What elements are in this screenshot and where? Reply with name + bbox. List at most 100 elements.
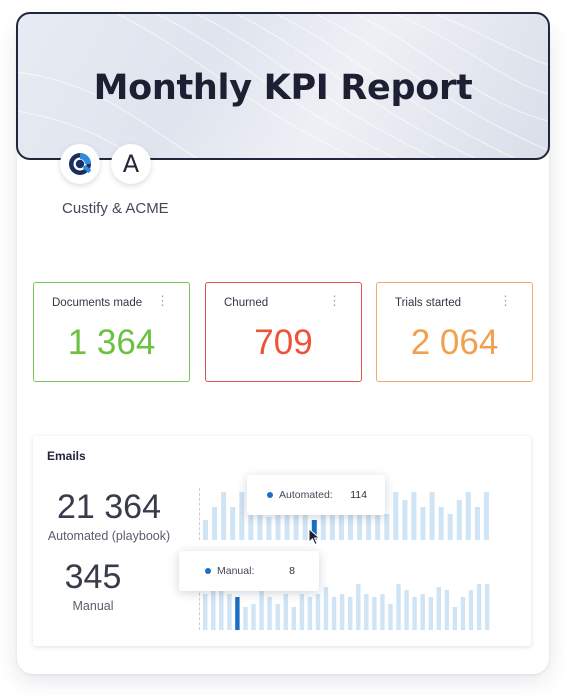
manual-bar[interactable] (339, 594, 345, 630)
manual-count: 345 (64, 558, 122, 596)
kpi-label: Documents made (52, 297, 143, 309)
automated-bar[interactable] (447, 514, 453, 540)
manual-bar[interactable] (307, 597, 313, 630)
mouse-cursor-icon (308, 528, 321, 546)
automated-bar[interactable] (348, 507, 353, 540)
automated-bar-chart (199, 488, 489, 540)
automated-bar[interactable] (293, 500, 299, 540)
series-dot-icon (267, 492, 273, 498)
manual-bar[interactable] (396, 584, 401, 630)
automated-bar[interactable] (465, 492, 471, 540)
manual-bar[interactable] (283, 594, 288, 630)
manual-bar[interactable] (219, 587, 224, 630)
manual-bar[interactable] (428, 597, 433, 630)
automated-bar[interactable] (429, 492, 435, 540)
manual-bar[interactable] (420, 594, 425, 630)
manual-bar[interactable] (323, 587, 329, 630)
manual-bar[interactable] (412, 597, 417, 630)
manual-bar[interactable] (404, 590, 409, 630)
automated-bar[interactable] (239, 492, 245, 540)
automated-tooltip: Automated: 114 (247, 475, 385, 515)
automated-bar[interactable] (411, 492, 417, 540)
automated-bars (203, 492, 489, 540)
kpi-card-documents: Documents made ⋮ 1 364 (33, 282, 190, 382)
kpi-value: 2 064 (410, 323, 499, 362)
manual-bar[interactable] (331, 597, 337, 630)
automated-bar[interactable] (275, 492, 281, 540)
partners-text: Custify & ACME (62, 200, 169, 217)
manual-bar[interactable] (251, 604, 256, 630)
automated-bar[interactable] (474, 507, 480, 540)
manual-bar[interactable] (203, 594, 208, 630)
manual-bar-chart (199, 578, 490, 630)
kpi-label: Churned (224, 297, 269, 309)
manual-bar[interactable] (484, 584, 490, 630)
automated-bar[interactable] (366, 507, 372, 540)
kpi-label: Trials started (395, 297, 462, 309)
automated-bar-highlighted[interactable] (311, 520, 317, 540)
automated-bar[interactable] (302, 514, 308, 540)
manual-bar[interactable] (388, 604, 393, 630)
report-title: Monthly KPI Report (93, 68, 473, 108)
automated-bar[interactable] (248, 507, 254, 540)
emails-title: Emails (47, 449, 86, 463)
automated-bar[interactable] (338, 492, 344, 540)
emails-card: Emails 21 364 Automated (playbook) 345 M… (33, 436, 531, 646)
automated-bar[interactable] (257, 492, 263, 540)
automated-bar[interactable] (230, 507, 236, 540)
more-menu-icon[interactable]: ⋮ (156, 293, 169, 308)
manual-bar[interactable] (372, 597, 377, 630)
manual-bar[interactable] (243, 607, 248, 630)
automated-bar[interactable] (420, 507, 426, 540)
automated-bar[interactable] (266, 517, 272, 540)
automated-bar[interactable] (212, 507, 218, 540)
manual-bar[interactable] (444, 590, 450, 630)
manual-bar[interactable] (348, 597, 353, 630)
chart-axis (199, 578, 200, 630)
automated-bar[interactable] (402, 500, 408, 540)
more-menu-icon[interactable]: ⋮ (499, 293, 512, 308)
kpi-card-churned: Churned ⋮ 709 (205, 282, 362, 382)
manual-bar-highlighted[interactable] (235, 597, 240, 630)
acme-logo-icon: A (111, 144, 151, 184)
manual-bar[interactable] (259, 582, 264, 630)
automated-bar[interactable] (284, 507, 290, 540)
manual-bar[interactable] (275, 604, 280, 630)
tooltip-label: Manual: (217, 565, 255, 577)
tooltip-value: 8 (289, 565, 295, 577)
automated-bar[interactable] (203, 520, 208, 540)
automated-bar[interactable] (357, 492, 363, 540)
manual-bar[interactable] (364, 594, 369, 630)
automated-bar[interactable] (375, 492, 381, 540)
automated-label: Automated (playbook) (47, 529, 171, 543)
manual-bar[interactable] (452, 607, 458, 630)
manual-bar[interactable] (299, 594, 305, 630)
automated-bar[interactable] (438, 507, 444, 540)
manual-tooltip: Manual: 8 (179, 551, 319, 591)
manual-bar[interactable] (227, 594, 232, 630)
manual-bars (203, 582, 490, 630)
chart-axis (199, 488, 200, 540)
header-banner: Monthly KPI Report (16, 12, 550, 160)
manual-bar[interactable] (460, 597, 466, 630)
more-menu-icon[interactable]: ⋮ (328, 293, 341, 308)
automated-bar[interactable] (483, 492, 489, 540)
manual-bar[interactable] (476, 584, 482, 630)
manual-bar[interactable] (468, 590, 474, 630)
automated-bar[interactable] (456, 500, 462, 540)
custify-logo-icon (60, 144, 100, 184)
tooltip-label: Automated: (279, 489, 333, 501)
manual-bar[interactable] (291, 607, 296, 630)
automated-bar[interactable] (384, 514, 390, 540)
manual-bar[interactable] (211, 584, 216, 630)
kpi-value: 1 364 (67, 323, 156, 362)
automated-bar[interactable] (320, 492, 326, 540)
manual-bar[interactable] (380, 594, 385, 630)
manual-bar[interactable] (356, 584, 361, 630)
automated-bar[interactable] (393, 492, 399, 540)
manual-bar[interactable] (315, 594, 321, 630)
automated-bar[interactable] (329, 507, 335, 540)
automated-bar[interactable] (221, 492, 227, 540)
manual-bar[interactable] (436, 587, 441, 630)
manual-bar[interactable] (267, 597, 272, 630)
